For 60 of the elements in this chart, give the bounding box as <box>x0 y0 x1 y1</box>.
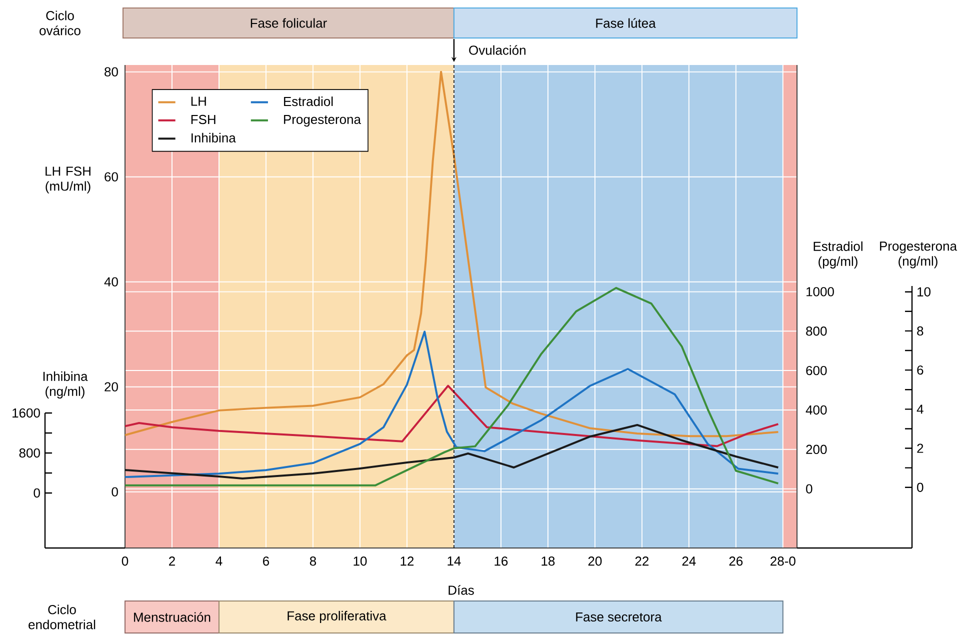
line-series <box>125 286 780 486</box>
y2-tick-label: 800 <box>806 326 827 336</box>
legend-label: Estradiol <box>284 96 333 106</box>
y2-tick-label: 1000 <box>806 287 834 296</box>
y-tick-label: 10 <box>918 287 930 296</box>
y2-axis-title: Estradiol (pg/ml) <box>814 241 862 269</box>
y-tick-label: 0 <box>112 487 118 496</box>
x-axis-title: Días <box>448 585 474 595</box>
text: Ciclo endometrial <box>28 604 96 630</box>
text: (ng/ml) <box>898 256 938 268</box>
y-tick-label: 40 <box>104 277 118 286</box>
y-tick-label: 800 <box>19 448 40 458</box>
y-tick-label: 20 <box>104 382 118 392</box>
text: Fase proliferativa <box>288 610 386 624</box>
x-tick-label: 16 <box>494 556 508 566</box>
x-tick-label: 10 <box>354 556 367 566</box>
x-tick-label: 14 <box>448 556 461 566</box>
y2-tick-label: 0 <box>806 484 812 494</box>
y-tick-label: 0 <box>34 488 40 498</box>
x-tick-label: 28-0 <box>770 556 796 566</box>
line-series <box>125 70 780 438</box>
line-series <box>124 424 780 480</box>
x-tick-label: 18 <box>542 556 555 566</box>
y-axis-title: LH FSH (mU/ml) <box>46 166 90 194</box>
x-tick-label: 22 <box>635 556 648 566</box>
text: Fase secretora <box>576 612 662 622</box>
x-tick-label: 26 <box>729 556 743 566</box>
x-tick-label: 8 <box>310 556 316 566</box>
y-tick-label: 0 <box>917 482 924 492</box>
text: Menstruación <box>134 612 210 622</box>
y-tick-label: 60 <box>104 172 118 182</box>
text: Fase lútea <box>596 18 656 28</box>
x-tick-label: 6 <box>263 556 270 566</box>
text: (ng/ml) <box>46 386 84 399</box>
text: Ciclo ovárico <box>40 10 80 36</box>
y-tick-label: 80 <box>104 67 118 76</box>
y-tick-label: 6 <box>917 365 924 375</box>
text: Inhibina <box>43 371 88 381</box>
text: Fase folicular <box>250 18 327 28</box>
legend-label: FSH <box>191 114 216 124</box>
y-tick-label: 1600 <box>12 408 40 418</box>
text: Progesterona <box>880 242 958 254</box>
line-series <box>125 384 780 448</box>
line-series <box>125 330 780 478</box>
y-tick-label: 8 <box>917 326 924 336</box>
legend-label: Ovulación <box>469 45 526 55</box>
text: Progesterona <box>284 114 362 127</box>
legend-label: LH <box>191 96 206 106</box>
x-tick-label: 0 <box>122 556 128 566</box>
x-tick-label: 20 <box>588 556 602 566</box>
y2-tick-label: 200 <box>806 444 827 454</box>
y-tick-label: 4 <box>916 404 924 414</box>
x-tick-label: 2 <box>169 556 175 566</box>
x-tick-label: 12 <box>400 556 414 566</box>
x-tick-label: 24 <box>682 556 696 566</box>
y-tick-label: 2 <box>917 444 924 453</box>
x-tick-label: 4 <box>216 556 222 566</box>
y2-tick-label: 400 <box>806 405 827 415</box>
text: Inhibina <box>192 132 236 142</box>
y2-tick-label: 600 <box>806 366 827 376</box>
